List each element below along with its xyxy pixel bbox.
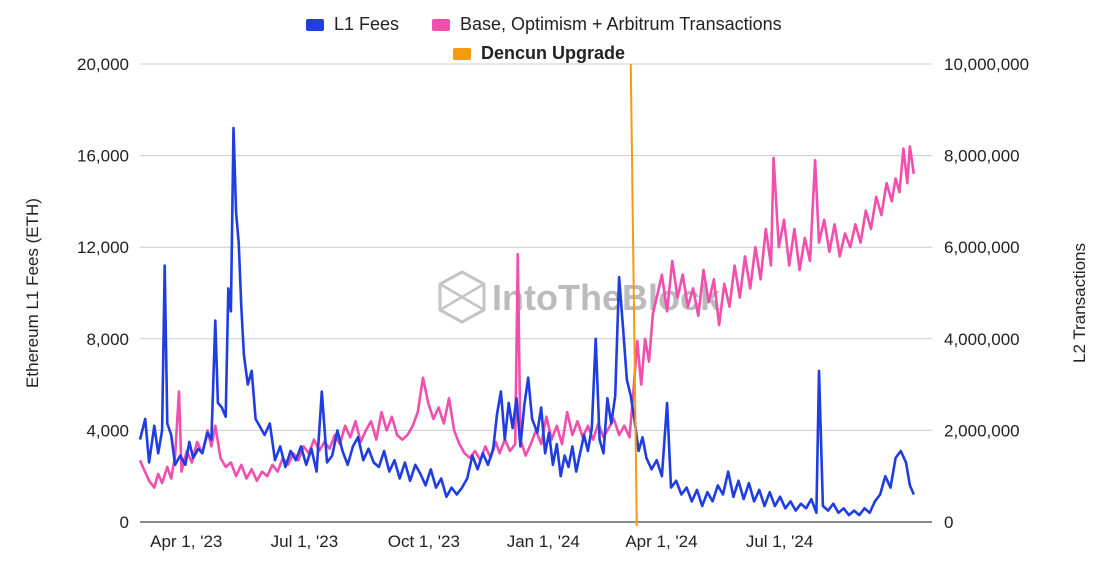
series-line-l2-transactions [138, 145, 916, 489]
series-lines [138, 126, 916, 517]
watermark-logo-icon [438, 270, 486, 324]
y-right-tick-label: 4,000,000 [944, 330, 1020, 349]
watermark: IntoTheBlock [438, 270, 721, 324]
legend-swatch-dencun [453, 47, 471, 60]
x-tick-label: Apr 1, '23 [150, 532, 222, 551]
x-tick-label: Apr 1, '24 [625, 532, 697, 551]
y-left-tick-label: 4,000 [86, 421, 129, 440]
legend-item-l2-transactions: Base, Optimism + Arbitrum Transactions [432, 14, 782, 35]
legend-label-dencun: Dencun Upgrade [481, 43, 626, 63]
y-left-tick-label: 20,000 [77, 55, 129, 74]
x-tick-label: Jul 1, '23 [271, 532, 339, 551]
watermark-text: IntoTheBlock [492, 277, 721, 318]
y-left-tick-label: 0 [120, 513, 129, 532]
y-axis-left-ticks: 0 4,000 8,000 12,000 16,000 20,000 [77, 55, 129, 532]
x-axis-ticks: Apr 1, '23 Jul 1, '23 Oct 1, '23 Jan 1, '24… [150, 532, 813, 551]
y-right-tick-label: 8,000,000 [944, 147, 1020, 166]
dencun-upgrade-line [629, 63, 638, 527]
y-axis-right-ticks: 0 2,000,000 4,000,000 6,000,000 8,000,000 10,… [944, 55, 1029, 532]
legend-item-dencun: Dencun Upgrade [453, 43, 625, 64]
y-right-tick-label: 6,000,000 [944, 238, 1020, 257]
legend-label-l2-transactions: Base, Optimism + Arbitrum Transactions [460, 14, 782, 34]
legend: L1 Fees Base, Optimism + Arbitrum Transa… [0, 10, 1120, 70]
series-line-l1-fees [138, 126, 915, 517]
legend-label-l1-fees: L1 Fees [334, 14, 400, 34]
legend-item-l1-fees: L1 Fees [306, 14, 399, 35]
y-left-tick-label: 12,000 [77, 238, 129, 257]
y-right-tick-label: 10,000,000 [944, 55, 1029, 74]
y-axis-right-title: L2 Transactions [1070, 243, 1089, 363]
x-tick-label: Jul 1, '24 [746, 532, 814, 551]
legend-swatch-l1-fees [306, 18, 324, 31]
y-right-tick-label: 2,000,000 [944, 421, 1020, 440]
x-tick-label: Jan 1, '24 [507, 532, 580, 551]
y-axis-left-title: Ethereum L1 Fees (ETH) [23, 198, 42, 388]
x-tick-label: Oct 1, '23 [388, 532, 460, 551]
y-left-tick-label: 8,000 [86, 330, 129, 349]
y-left-tick-label: 16,000 [77, 147, 129, 166]
y-right-tick-label: 0 [944, 513, 953, 532]
annotation-group [629, 63, 638, 527]
legend-swatch-l2-transactions [432, 18, 450, 31]
